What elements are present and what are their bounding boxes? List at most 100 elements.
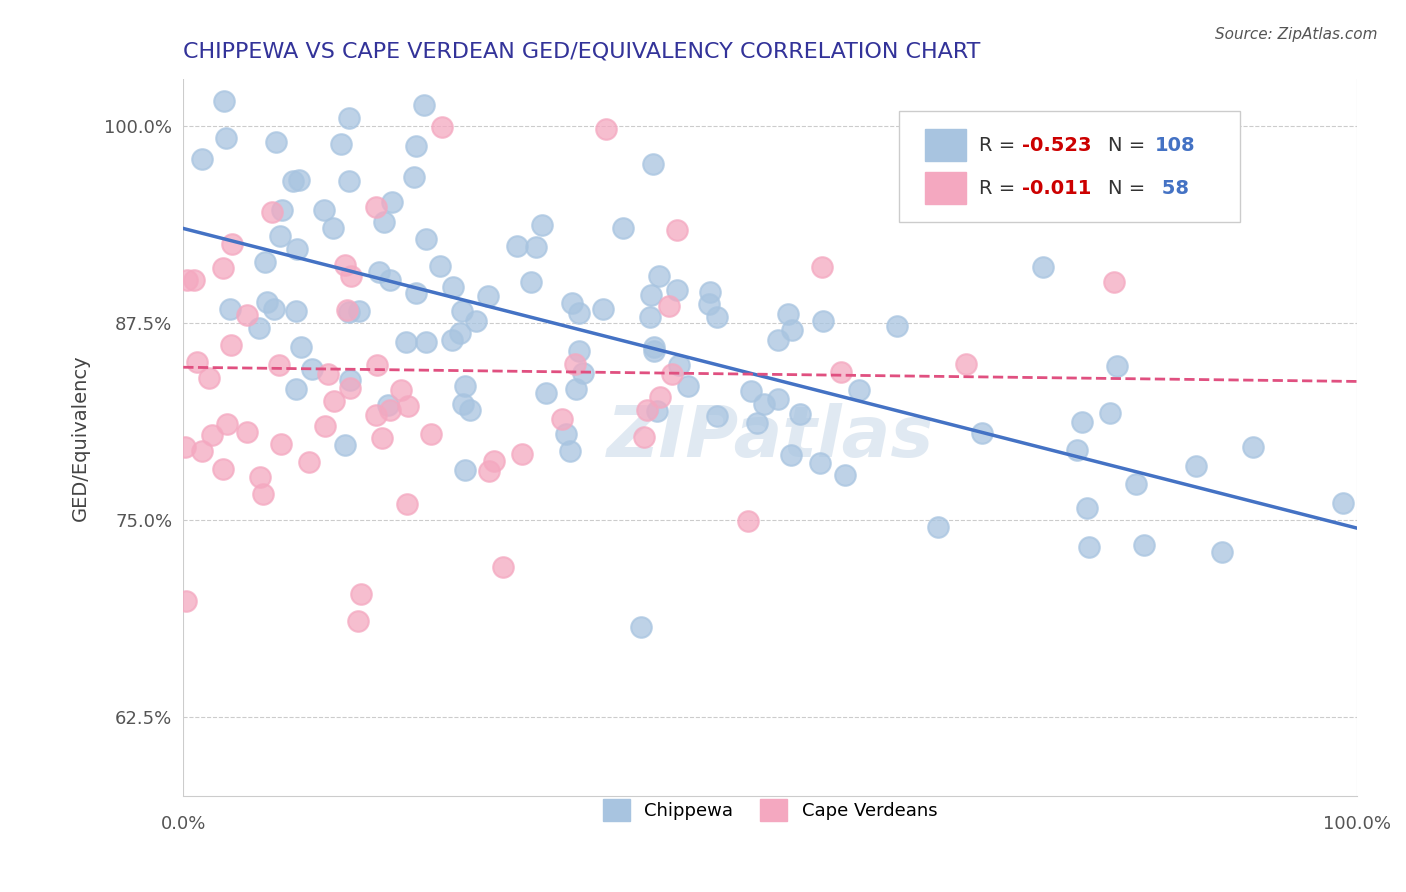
Point xyxy=(269,229,291,244)
Point xyxy=(568,344,591,359)
Text: N =: N = xyxy=(1108,179,1152,198)
Text: CHIPPEWA VS CAPE VERDEAN GED/EQUIVALENCY CORRELATION CHART: CHIPPEWA VS CAPE VERDEAN GED/EQUIVALENCY… xyxy=(183,42,980,62)
Point xyxy=(811,314,834,328)
Point xyxy=(366,408,388,422)
Point xyxy=(429,259,451,273)
Text: -0.011: -0.011 xyxy=(1022,179,1092,198)
Text: ZIPatlas: ZIPatlas xyxy=(606,403,934,472)
Point xyxy=(389,383,412,397)
Point xyxy=(648,391,671,405)
Point xyxy=(524,240,547,254)
Point xyxy=(1032,260,1054,274)
Point xyxy=(183,273,205,287)
Point xyxy=(1125,477,1147,491)
Point xyxy=(367,265,389,279)
Point xyxy=(630,619,652,633)
Point xyxy=(256,294,278,309)
Point xyxy=(420,426,443,441)
Point xyxy=(333,438,356,452)
Point xyxy=(564,357,586,371)
Point xyxy=(745,417,768,431)
Point xyxy=(789,407,811,421)
Point xyxy=(1211,545,1233,559)
Point xyxy=(186,354,208,368)
Point xyxy=(284,382,307,396)
Point xyxy=(301,362,323,376)
Point xyxy=(555,426,578,441)
Text: 58: 58 xyxy=(1156,179,1189,198)
Point xyxy=(211,261,233,276)
Point xyxy=(337,111,360,125)
Point xyxy=(568,306,591,320)
Point xyxy=(955,357,977,371)
Point xyxy=(174,440,197,454)
Point xyxy=(451,397,474,411)
Point xyxy=(212,462,235,476)
Point xyxy=(323,393,346,408)
Point xyxy=(270,437,292,451)
Point xyxy=(595,122,617,136)
Point xyxy=(254,255,277,269)
Point xyxy=(665,223,688,237)
Point xyxy=(315,419,337,434)
Point xyxy=(371,431,394,445)
Point xyxy=(366,358,388,372)
Point xyxy=(699,285,721,300)
Point xyxy=(506,239,529,253)
Text: 100.0%: 100.0% xyxy=(1323,815,1391,833)
Point xyxy=(441,333,464,347)
Point xyxy=(347,304,370,318)
Point xyxy=(572,366,595,380)
Point xyxy=(441,280,464,294)
Point xyxy=(808,456,831,470)
Point xyxy=(395,334,418,349)
Point xyxy=(1071,415,1094,429)
Point xyxy=(519,275,541,289)
Point xyxy=(1133,538,1156,552)
Point xyxy=(404,169,426,184)
Text: 108: 108 xyxy=(1156,136,1195,155)
Point xyxy=(1185,458,1208,473)
Point xyxy=(396,497,419,511)
Point xyxy=(640,310,662,324)
Point xyxy=(453,462,475,476)
Point xyxy=(551,412,574,426)
Point xyxy=(633,430,655,444)
Point xyxy=(1076,501,1098,516)
Point xyxy=(415,232,437,246)
Point xyxy=(247,321,270,335)
Point xyxy=(1241,440,1264,454)
Point xyxy=(378,273,401,287)
Point xyxy=(492,560,515,574)
Point xyxy=(333,258,356,272)
Point xyxy=(780,448,803,462)
Point xyxy=(636,403,658,417)
Point xyxy=(927,519,949,533)
FancyBboxPatch shape xyxy=(925,128,966,161)
Point xyxy=(1105,359,1128,374)
Legend: Chippewa, Cape Verdeans: Chippewa, Cape Verdeans xyxy=(593,790,946,830)
Point xyxy=(478,464,501,478)
Point xyxy=(288,173,311,187)
Point xyxy=(665,283,688,297)
Point xyxy=(643,343,665,358)
Text: -0.523: -0.523 xyxy=(1022,136,1092,155)
FancyBboxPatch shape xyxy=(925,172,966,204)
Point xyxy=(477,289,499,303)
Point xyxy=(346,614,368,628)
Point xyxy=(264,135,287,149)
Point xyxy=(249,470,271,484)
Point xyxy=(451,304,474,318)
Point xyxy=(640,288,662,302)
Point xyxy=(236,425,259,440)
Point xyxy=(217,417,239,431)
Point xyxy=(706,310,728,325)
Point xyxy=(430,120,453,134)
Point xyxy=(260,205,283,219)
Point xyxy=(510,447,533,461)
Point xyxy=(176,594,198,608)
Point xyxy=(668,358,690,372)
Point xyxy=(413,98,436,112)
Point xyxy=(377,398,399,412)
Point xyxy=(612,220,634,235)
